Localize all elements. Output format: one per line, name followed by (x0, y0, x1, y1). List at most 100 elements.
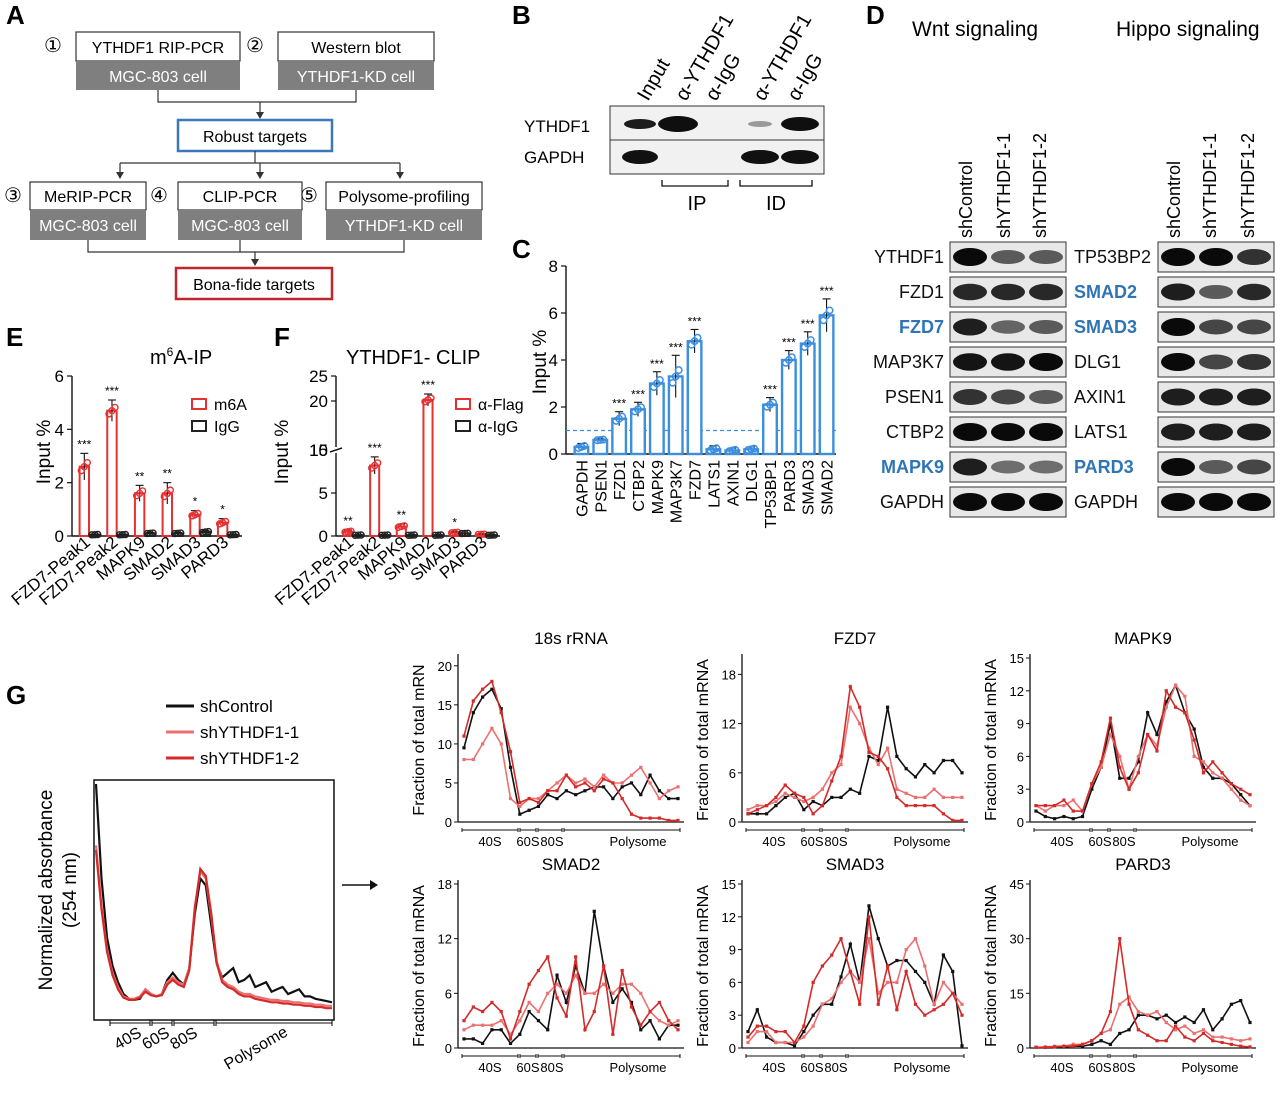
fraction-label: 40S (1050, 834, 1073, 849)
data-point (1220, 1040, 1224, 1045)
data-point (611, 1000, 615, 1005)
data-point (1146, 1013, 1150, 1017)
data-point (146, 529, 154, 538)
data-point (1239, 1044, 1243, 1048)
blot-band (1029, 283, 1063, 301)
bar (780, 358, 797, 456)
blot-lane-label: Input (633, 55, 675, 105)
y-tick-label: 0 (55, 527, 64, 546)
blot-band (624, 119, 656, 129)
data-point (232, 530, 240, 539)
data-point (755, 1024, 759, 1028)
legend-label: α-IgG (478, 419, 518, 436)
data-point (1043, 1045, 1047, 1049)
y-tick-label: 6 (1017, 749, 1024, 764)
blot-d-grid: shControl shControl shYTHDF1-1 shYTHDF1-1 sh… (873, 133, 1275, 518)
data-point (499, 1009, 503, 1014)
fraction-label: 80S (540, 834, 563, 849)
data-point (138, 487, 147, 495)
data-point (611, 1032, 615, 1036)
data-point (811, 812, 815, 816)
data-point (1136, 1028, 1140, 1032)
data-point (194, 509, 202, 518)
data-point (774, 795, 778, 799)
step-5-number: ⑤ (300, 185, 318, 207)
data-point (923, 980, 927, 984)
data-point (1201, 760, 1206, 764)
data-point (620, 987, 624, 991)
data-point (923, 804, 927, 808)
data-point (1118, 1031, 1122, 1036)
significance-label: *** (763, 383, 777, 397)
data-point (674, 366, 683, 375)
data-point (1229, 787, 1233, 791)
fraction-bracket (745, 1054, 803, 1058)
data-point (858, 980, 862, 984)
data-point (876, 937, 880, 941)
data-point (876, 1002, 880, 1006)
significance-label: *** (782, 336, 796, 350)
data-point (1043, 804, 1047, 808)
data-point (904, 969, 908, 974)
data-point (923, 795, 927, 799)
fraction-bracket (1109, 828, 1135, 832)
significance-label: *** (612, 397, 626, 411)
data-point (1192, 738, 1196, 742)
data-point (357, 531, 365, 539)
data-point (639, 765, 643, 769)
y-tick-label: 9 (1017, 717, 1024, 732)
data-point (657, 789, 661, 793)
data-point (1108, 1028, 1113, 1032)
data-point (1136, 1009, 1140, 1014)
data-point (564, 1014, 568, 1018)
data-point (629, 1005, 634, 1009)
data-point (1192, 1031, 1196, 1036)
fraction-label: Polysome (893, 1060, 950, 1075)
data-point (923, 1013, 927, 1017)
y-tick-label: 20 (309, 392, 328, 411)
robust-targets-label: Robust targets (203, 129, 307, 146)
data-point (1192, 754, 1196, 758)
data-point (1220, 1017, 1224, 1021)
data-point (201, 528, 210, 536)
data-point (490, 531, 499, 539)
blot-row-label: MAPK9 (881, 457, 944, 477)
data-point (895, 980, 899, 984)
legend-label: shYTHDF1-2 (200, 749, 299, 768)
data-point (951, 795, 955, 799)
data-point (867, 915, 871, 919)
y-tick-label: 18 (722, 667, 736, 682)
data-point (820, 1002, 825, 1006)
data-point (1080, 1044, 1085, 1048)
data-point (583, 777, 587, 781)
fraction-label: 40S (1050, 1060, 1073, 1075)
fraction-label: Polysome (222, 1024, 291, 1074)
data-point (518, 812, 522, 816)
blot-band (781, 117, 819, 131)
y-tick-label: 12 (722, 910, 736, 925)
data-point (508, 765, 513, 769)
y-tick-label: 0 (1017, 815, 1024, 830)
blot-row-label: GAPDH (880, 492, 944, 512)
data-point (941, 758, 945, 763)
data-point (564, 773, 568, 777)
blot-band (1237, 249, 1271, 265)
blot-band (953, 493, 987, 511)
data-point (1080, 814, 1085, 819)
data-point (951, 818, 955, 822)
blot-band (1237, 354, 1271, 370)
data-point (839, 795, 843, 799)
fraction-bracket (1091, 1054, 1109, 1058)
data-point (384, 531, 392, 539)
blot-row-label: PARD3 (1074, 457, 1134, 477)
data-point (471, 1037, 475, 1041)
significance-label: ** (343, 514, 353, 528)
data-point (839, 975, 843, 979)
x-tick-label: MAP3K7 (669, 460, 686, 523)
data-point (1239, 787, 1243, 791)
data-point (462, 1028, 466, 1032)
data-point (1192, 1020, 1196, 1025)
data-point (1043, 809, 1047, 813)
fraction-label: Polysome (893, 834, 950, 849)
